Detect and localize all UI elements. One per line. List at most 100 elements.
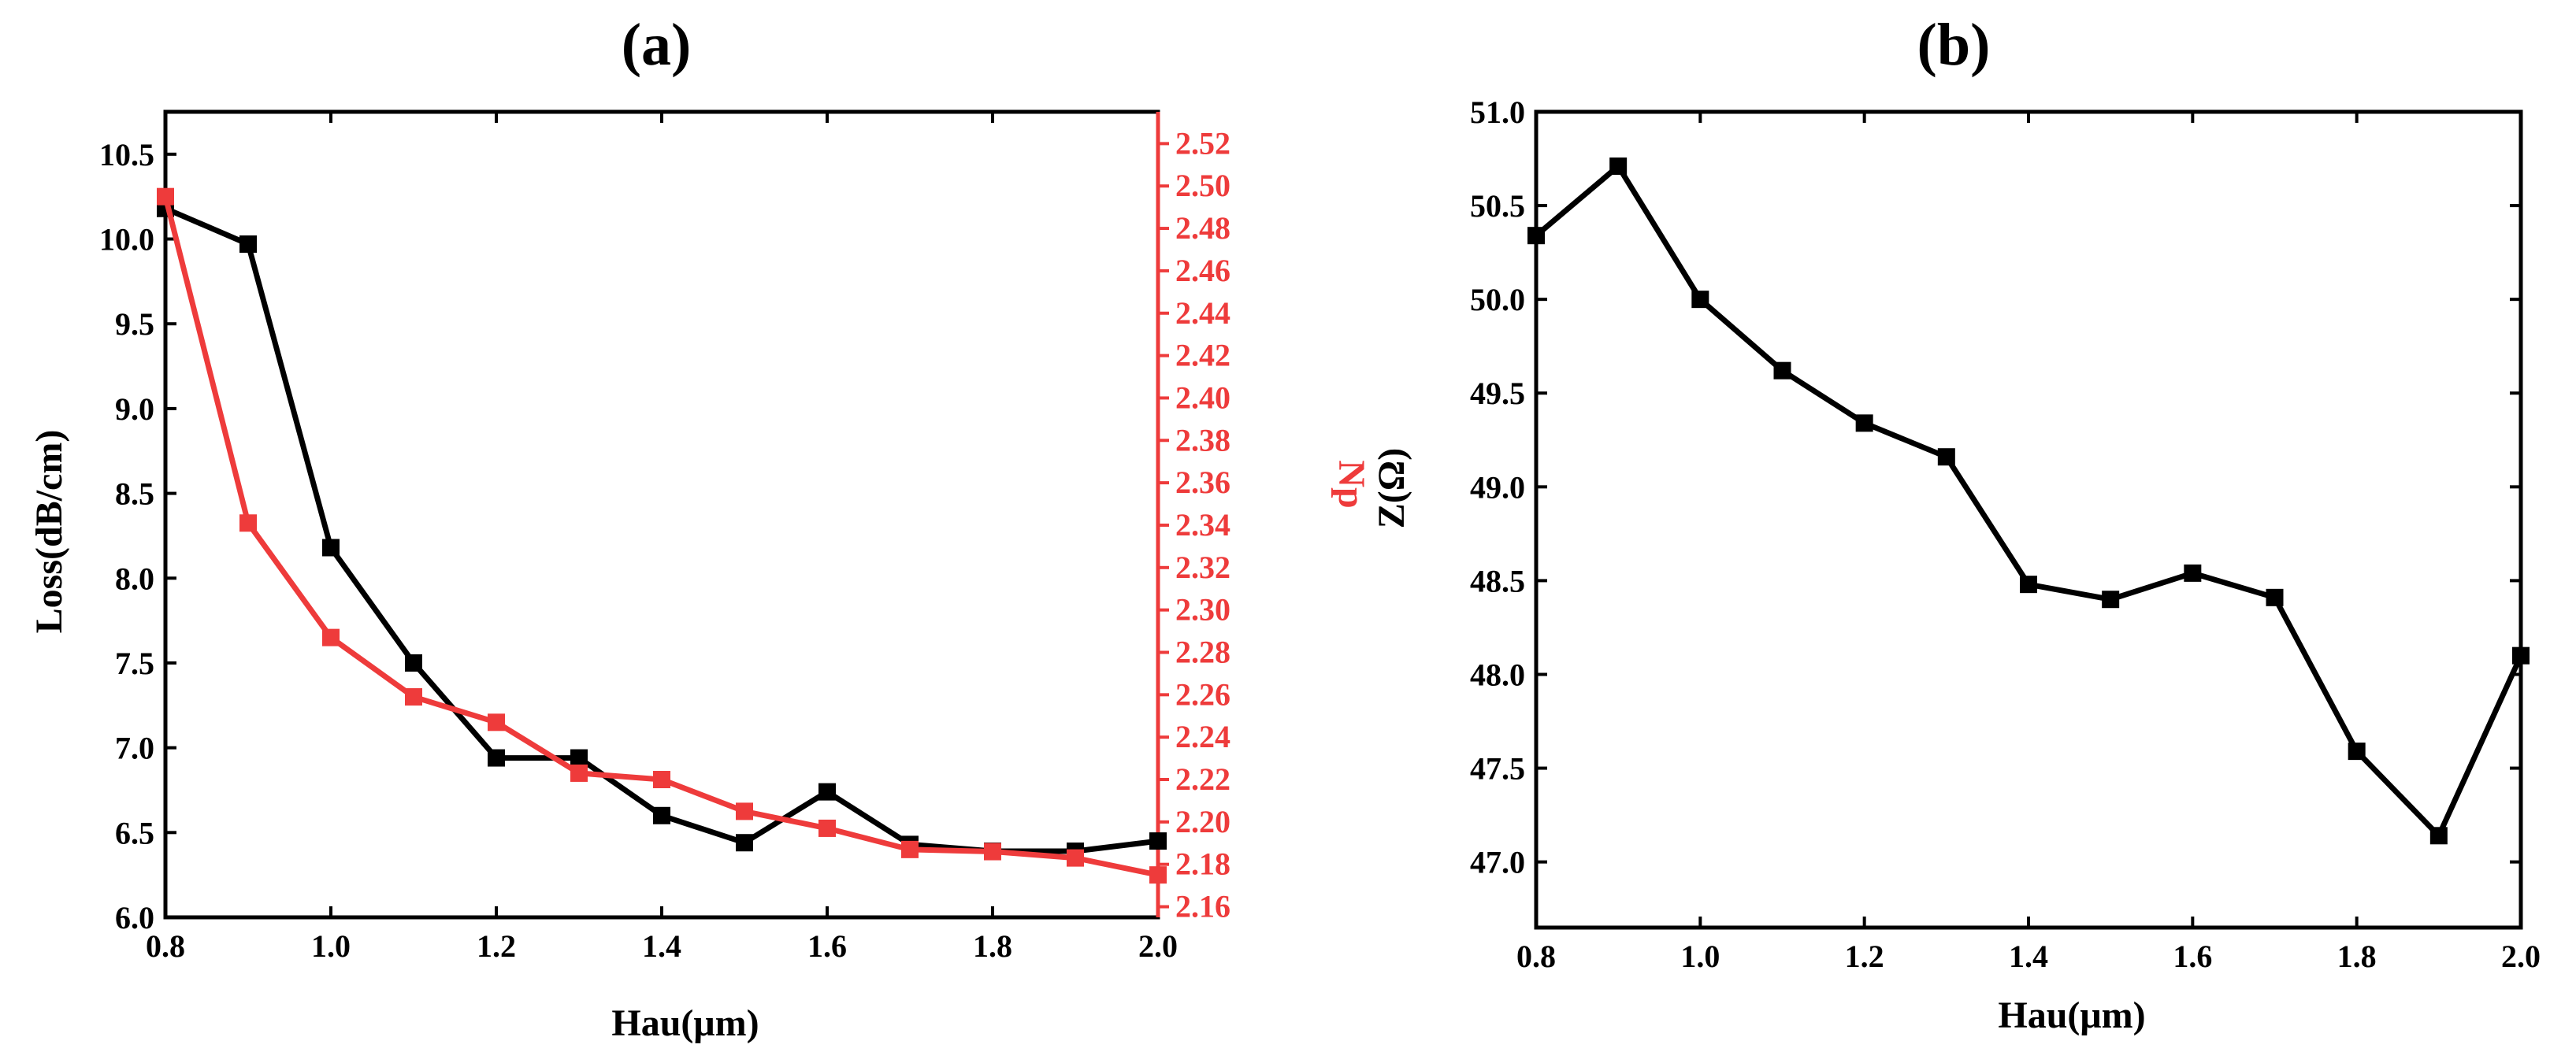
panel-a-y-tick-label: 10.0: [99, 222, 154, 257]
panel-a-series-1-point: [488, 713, 505, 732]
panel-a-y2-tick-label: 2.38: [1175, 422, 1230, 457]
panel-a-y2-tick-label: 2.22: [1175, 761, 1230, 797]
panel-a-y2-tick-label: 2.44: [1175, 295, 1230, 331]
panel-b-y-tick-label: 48.0: [1470, 657, 1525, 692]
panel-a-y2-tick-label: 2.18: [1175, 846, 1230, 882]
panel-a-series-0-point: [488, 749, 505, 767]
panel-a-y-tick-label: 9.0: [115, 391, 154, 427]
panel-b-x-tick-label: 2.0: [2501, 939, 2541, 974]
panel-a-y-tick-label: 8.5: [115, 476, 154, 512]
panel-b-series-0-point: [2020, 576, 2037, 594]
panel-b-series-0-point: [2512, 646, 2530, 665]
panel-a-y-tick-label: 6.5: [115, 815, 154, 850]
panel-a-x-tick-label: 1.2: [477, 928, 516, 964]
panel-a-y2-tick-label: 2.46: [1175, 253, 1230, 288]
panel-a-x-tick-label: 1.8: [973, 928, 1012, 964]
panel-b-series-0-point: [1773, 361, 1791, 380]
panel-a-y2-axis-label: Np: [1331, 460, 1372, 508]
panel-b-x-tick-label: 1.8: [2337, 939, 2377, 974]
panel-a-series-1-point: [239, 514, 257, 532]
panel-a-y-tick-label: 7.5: [115, 646, 154, 681]
panel-b-y-tick-label: 51.0: [1470, 94, 1525, 130]
panel-b-series-0-point: [2266, 588, 2284, 606]
panel-b-x-tick-label: 1.6: [2173, 939, 2212, 974]
panel-a-series-1-point: [1149, 866, 1167, 884]
panel-a-y2-tick-label: 2.50: [1175, 168, 1230, 203]
panel-a-series-0-point: [653, 806, 670, 824]
panel-b-y-tick-label: 50.0: [1470, 282, 1525, 317]
panel-b-series-0-point: [2102, 591, 2120, 609]
panel-a-series-1-point: [157, 187, 174, 206]
panel-b-series-0-point: [2348, 743, 2366, 761]
panel-a-plot-area: 0.8 1.0 1.2 1.4 1.6 1.8 2.0 6.0 6.5 7.0 7.5 8.0 8.5 9…: [99, 109, 1230, 964]
panel-a-y2-tick-label: 2.24: [1175, 719, 1230, 754]
panel-a-y-tick-label: 10.5: [99, 137, 154, 172]
panel-a-y2-tick-label: 2.30: [1175, 592, 1230, 628]
panel-a-y2-tick-label: 2.48: [1175, 210, 1230, 246]
panel-a-series-1-point: [818, 819, 836, 837]
panel-a-x-tick-label: 0.8: [146, 928, 185, 964]
panel-b-series-0-point: [1937, 448, 1955, 466]
panel-b-x-axis-label: Hau(μm): [1998, 994, 2145, 1036]
panel-a-series-0-line: [164, 206, 1159, 854]
panel-a-y2-tick-label: 2.40: [1175, 380, 1230, 415]
panel-b-y-tick-label: 48.5: [1470, 563, 1525, 598]
panel-a-y2-tick-label: 2.42: [1175, 338, 1230, 373]
panel-a-y2-tick-label: 2.36: [1175, 465, 1230, 500]
panel-a-loss-np-chart: (a) 0.8 1.0 1.2 1.4 1.6 1.8 2.0 6.0 6.5 7.0 7.5 8.0…: [28, 12, 1372, 1044]
panel-b-label: (b): [1917, 12, 1991, 78]
panel-b-y-tick-label: 47.5: [1470, 751, 1525, 787]
panel-b-plot-area: 0.8 1.0 1.2 1.4 1.6 1.8 2.0 47.0 47.5 48.0 48.5 49.…: [1470, 94, 2541, 974]
panel-a-series-0-point: [736, 834, 753, 852]
panel-a-series-1-point: [570, 764, 588, 782]
panel-a-label: (a): [622, 12, 692, 78]
panel-a-x-tick-label: 1.4: [642, 928, 681, 964]
panel-b-y-tick-label: 49.5: [1470, 376, 1525, 411]
panel-a-y2-tick-label: 2.52: [1175, 125, 1230, 161]
panel-b-x-tick-label: 0.8: [1516, 939, 1556, 974]
panel-a-series-1-point: [405, 688, 422, 706]
panel-b-series-0-point: [1691, 291, 1709, 309]
panel-b-series-0-line: [1534, 163, 2524, 839]
panel-a-y2-tick-label: 2.34: [1175, 507, 1230, 543]
panel-a-x-tick-label: 2.0: [1138, 928, 1178, 964]
panel-a-x-tick-label: 1.6: [807, 928, 847, 964]
panel-b-y-tick-label: 50.5: [1470, 188, 1525, 224]
panel-b-series-0-point: [2429, 827, 2448, 845]
panel-a-series-1-point: [322, 628, 340, 646]
panel-b-series-0-point: [1527, 227, 1545, 245]
panel-a-y2-tick-label: 2.32: [1175, 550, 1230, 585]
panel-a-series-1-point: [901, 840, 919, 858]
panel-a-y2-tick-label: 2.26: [1175, 676, 1230, 712]
panel-a-y-tick-label: 8.0: [115, 561, 154, 596]
panel-b-x-tick-label: 1.4: [2009, 939, 2048, 974]
panel-a-series-0-point: [818, 783, 836, 801]
panel-b-frame: [1534, 109, 2523, 930]
panel-a-x-axis-label: Hau(μm): [611, 1002, 759, 1044]
panel-a-frame: [163, 109, 1160, 920]
panel-a-y2-tick-label: 2.16: [1175, 889, 1230, 924]
panel-a-y2-tick-label: 2.20: [1175, 804, 1230, 839]
panel-a-series-0-point: [322, 539, 340, 557]
panel-b-x-tick-label: 1.2: [1845, 939, 1884, 974]
panel-a-y2-tick-label: 2.28: [1175, 634, 1230, 669]
panel-a-series-1-point: [736, 802, 753, 820]
panel-b-x-tick-label: 1.0: [1680, 939, 1720, 974]
panel-a-x-tick-label: 1.0: [311, 928, 351, 964]
panel-a-series-0-point: [239, 235, 257, 253]
panel-a-y-tick-label: 7.0: [115, 731, 154, 766]
panel-a-series-1-point: [1067, 849, 1084, 867]
panel-a-series-1-point: [653, 771, 670, 789]
panel-b-impedance-chart: (b) 0.8 1.0 1.2 1.4 1.6 1.8 2.0 47.0 47.5 48.0 48.…: [1371, 12, 2541, 1036]
panel-b-series-0-point: [1609, 157, 1628, 176]
panel-a-y-tick-label: 6.0: [115, 900, 154, 935]
panel-b-y-axis-label: Z(Ω): [1371, 448, 1412, 528]
panel-a-series-1-point: [984, 843, 1001, 861]
panel-a-series-0-point: [405, 654, 422, 672]
panel-b-y-tick-label: 47.0: [1470, 845, 1525, 880]
panel-a-y-tick-label: 9.5: [115, 306, 154, 342]
panel-a-series-0-point: [1149, 832, 1167, 850]
panel-a-y-axis-label: Loss(dB/cm): [28, 430, 70, 634]
panel-b-series-0-point: [2184, 564, 2202, 582]
